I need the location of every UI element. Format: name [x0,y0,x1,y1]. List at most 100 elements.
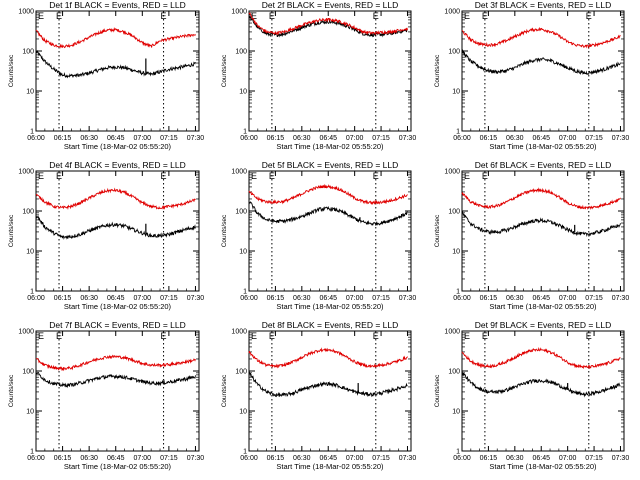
det-9f-plot-frame [461,330,625,452]
det-4f-ytick-label: 1 [30,289,34,296]
det-5f-eclipse-label: E [373,171,379,181]
det-2f-xtick-label: 06:30 [293,135,311,142]
det-6f-start-label: E [464,171,470,181]
det-6f-xtick-label: 06:30 [506,295,524,302]
det-5f-xlabel: Start Time (18-Mar-02 05:55:20) [276,302,384,311]
det-9f-title: Det 9f BLACK = Events, RED = LLD [475,320,612,330]
det-5f-ytick-label: 100 [235,209,247,216]
det-8f-xtick-label: 06:45 [319,455,337,462]
det-5f-ylabel: Counts/sec [221,214,228,247]
det-3f-xtick-label: 07:00 [559,135,577,142]
det-3f-plot-frame [461,10,625,132]
det-9f-xtick-label: 06:30 [506,455,524,462]
det-1f-xtick-label: 07:00 [134,135,152,142]
det-9f-lld-line [461,346,621,370]
det-4f-lld-line [35,187,196,211]
det-8f-ytick-label: 1000 [231,329,247,336]
det-8f-start-label: E [251,331,257,341]
det-7f-lld-line [35,354,196,372]
det-3f-events-line [461,49,621,75]
det-5f-xtick-label: 07:00 [346,295,364,302]
det-2f-eclipse-label: E [373,11,379,21]
det-7f-xtick-label: 07:00 [134,455,152,462]
det-6f-eclipse-label: E [482,171,488,181]
det-6f-xtick-label: 07:30 [612,295,630,302]
det-4f-title: Det 4f BLACK = Events, RED = LLD [49,160,186,170]
det-8f-xtick-label: 06:15 [267,455,285,462]
det-9f-xtick-label: 06:00 [453,455,471,462]
det-8f-xtick-label: 07:15 [372,455,390,462]
det-3f-title: Det 3f BLACK = Events, RED = LLD [475,0,612,10]
det-3f-ylabel: Counts/sec [434,54,441,87]
det-8f-panel: Det 8f BLACK = Events, RED = LLD 1 10 100 10… [221,320,416,471]
det-4f-ytick-label: 100 [22,209,34,216]
det-2f-xlabel: Start Time (18-Mar-02 05:55:20) [276,142,384,151]
det-3f-xtick-label: 07:15 [585,135,603,142]
det-9f-panel: Det 9f BLACK = Events, RED = LLD 1 10 100 10… [434,320,629,471]
det-7f-start-label: E [38,331,44,341]
det-4f-xtick-label: 06:30 [80,295,98,302]
det-5f-eclipse-label: E [269,171,275,181]
det-9f-xtick-label: 07:00 [559,455,577,462]
det-4f-panel: Det 4f BLACK = Events, RED = LLD 1 10 100 10… [8,160,204,311]
det-9f-xtick-label: 06:45 [532,455,550,462]
det-1f-xtick-label: 07:30 [187,135,205,142]
det-2f-lld-line [248,12,408,36]
det-6f-ytick-label: 10 [452,249,460,256]
det-1f-ylabel: Counts/sec [8,54,15,87]
det-1f-eclipse-label: E [161,11,167,21]
det-3f-ytick-label: 100 [448,49,460,56]
det-5f-plot-frame [248,170,412,292]
det-4f-xtick-label: 06:45 [107,295,125,302]
det-9f-start-label: E [464,331,470,341]
det-2f-events-line [248,14,408,38]
det-5f-xtick-label: 06:45 [319,295,337,302]
det-3f-lld-line [461,26,621,49]
det-8f-ytick-label: 1 [243,449,247,456]
det-6f-xlabel: Start Time (18-Mar-02 05:55:20) [489,302,597,311]
det-7f-eclipse-label: E [161,331,167,341]
det-2f-xtick-label: 07:00 [346,135,364,142]
det-4f-eclipse-label: E [161,171,167,181]
det-8f-xtick-label: 07:30 [399,455,417,462]
det-2f-ytick-label: 1000 [231,9,247,16]
det-7f-ytick-label: 1 [30,449,34,456]
det-7f-panel: Det 7f BLACK = Events, RED = LLD 1 10 100 10… [8,320,204,471]
det-1f-panel: Det 1f BLACK = Events, RED = LLD 1 10 100 10… [8,0,204,151]
det-2f-eclipse-label: E [269,11,275,21]
det-3f-xtick-label: 06:30 [506,135,524,142]
det-6f-ylabel: Counts/sec [434,214,441,247]
det-9f-ylabel: Counts/sec [434,374,441,407]
det-4f-plot-frame [35,170,200,292]
det-6f-xtick-label: 06:15 [480,295,498,302]
det-6f-ytick-label: 100 [448,209,460,216]
det-3f-panel: Det 3f BLACK = Events, RED = LLD 1 10 100 10… [434,0,629,151]
det-1f-xtick-label: 06:00 [27,135,45,142]
det-2f-ytick-label: 10 [239,89,247,96]
det-6f-xtick-label: 06:00 [453,295,471,302]
det-9f-eclipse-label: E [482,331,488,341]
det-1f-xlabel: Start Time (18-Mar-02 05:55:20) [64,142,172,151]
det-8f-ytick-label: 100 [235,369,247,376]
det-9f-xtick-label: 07:15 [585,455,603,462]
det-4f-xtick-label: 06:15 [54,295,72,302]
det-8f-eclipse-label: E [269,331,275,341]
det-5f-panel: Det 5f BLACK = Events, RED = LLD 1 10 100 10… [221,160,416,311]
det-1f-plot-frame [35,10,200,132]
det-1f-start-label: E [38,11,44,21]
det-6f-xtick-label: 06:45 [532,295,550,302]
det-4f-xtick-label: 06:00 [27,295,45,302]
det-4f-events-line [35,215,196,240]
det-2f-start-label: E [251,11,257,21]
det-1f-lld-line [35,26,196,49]
det-8f-xtick-label: 06:30 [293,455,311,462]
det-2f-plot-frame [248,10,412,132]
det-4f-xtick-label: 07:00 [134,295,152,302]
det-9f-xtick-label: 06:15 [480,455,498,462]
det-1f-title: Det 1f BLACK = Events, RED = LLD [49,0,186,10]
det-1f-ytick-label: 1 [30,129,34,136]
det-6f-title: Det 6f BLACK = Events, RED = LLD [475,160,612,170]
det-6f-ytick-label: 1000 [444,169,460,176]
det-4f-ylabel: Counts/sec [8,214,15,247]
det-8f-xlabel: Start Time (18-Mar-02 05:55:20) [276,462,384,471]
